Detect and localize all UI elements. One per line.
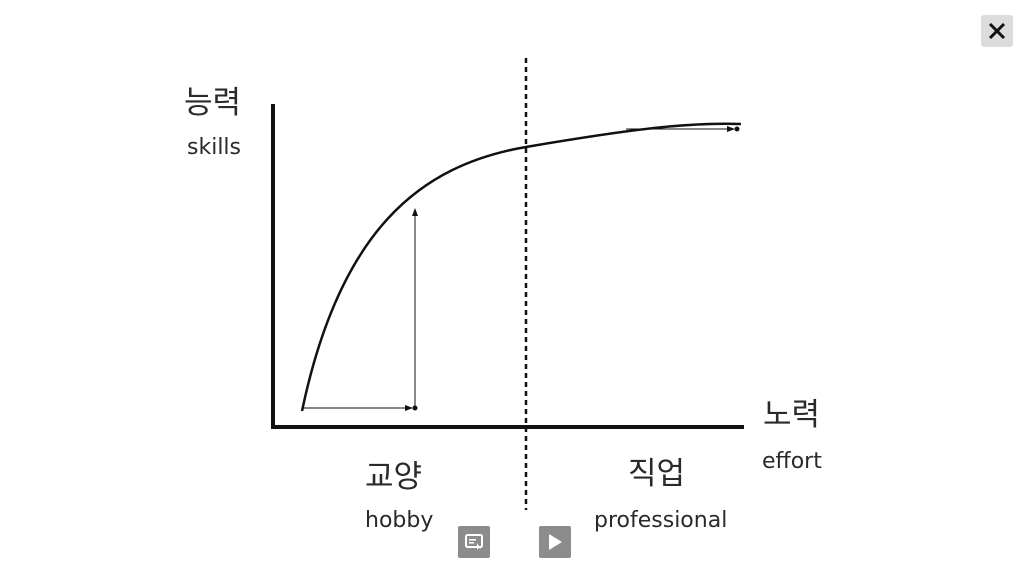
x-axis-label-en: effort bbox=[762, 449, 822, 474]
skill-gain-arrow-head bbox=[412, 208, 418, 216]
skill-curve bbox=[300, 122, 742, 412]
close-button[interactable] bbox=[981, 15, 1013, 47]
effort-arrow-head bbox=[405, 405, 413, 411]
plateau-arrow-head bbox=[727, 126, 735, 132]
region-right-label-en: professional bbox=[594, 508, 728, 533]
y-axis-label-ko: 능력 bbox=[184, 85, 242, 121]
play-icon bbox=[549, 534, 562, 550]
region-right-label-ko: 직업 bbox=[628, 456, 686, 492]
screen-share-button[interactable] bbox=[458, 526, 490, 558]
plateau-arrow-dot bbox=[734, 126, 740, 132]
region-left-label-en: hobby bbox=[365, 508, 434, 533]
x-axis-label-ko: 노력 bbox=[763, 397, 821, 433]
play-button[interactable] bbox=[539, 526, 571, 558]
y-axis-label-en: skills bbox=[187, 135, 242, 160]
close-icon bbox=[988, 22, 1006, 40]
region-left-label-ko: 교양 bbox=[365, 459, 423, 495]
screen-share-icon bbox=[465, 534, 483, 550]
